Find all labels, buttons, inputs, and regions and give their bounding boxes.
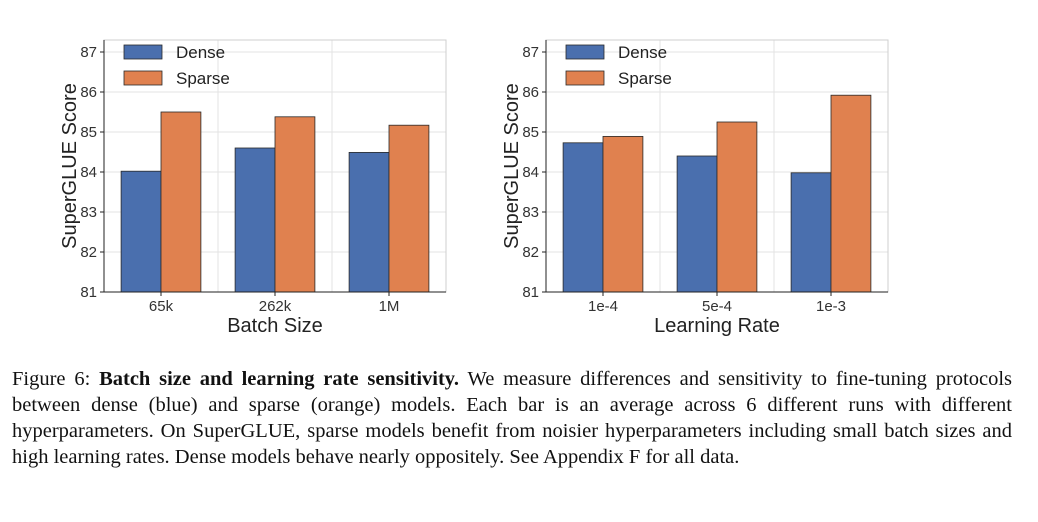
legend-label-dense: Dense bbox=[618, 43, 667, 62]
x-tick-label: 262k bbox=[259, 298, 292, 315]
y-tick-label: 81 bbox=[522, 284, 539, 301]
x-tick-label: 65k bbox=[149, 298, 174, 315]
y-tick-label: 86 bbox=[522, 84, 539, 101]
bar-sparse-1M bbox=[388, 124, 430, 293]
y-axis-label: SuperGLUE Score bbox=[501, 83, 523, 249]
bar-dense-5e-4 bbox=[676, 155, 718, 293]
bar-sparse-1e-3 bbox=[830, 94, 872, 293]
caption-bold: Batch size and learning rate sensitivity… bbox=[99, 368, 460, 390]
legend-swatch-dense bbox=[123, 44, 163, 60]
y-tick-label: 87 bbox=[80, 44, 97, 61]
x-tick-label: 1M bbox=[379, 298, 400, 315]
y-tick-label: 85 bbox=[522, 124, 539, 141]
y-tick-label: 84 bbox=[522, 164, 539, 181]
bar-dense-1e-3 bbox=[790, 172, 832, 293]
bar-sparse-5e-4 bbox=[716, 121, 758, 293]
legend-swatch-dense bbox=[565, 44, 605, 60]
y-tick-label: 85 bbox=[80, 124, 97, 141]
figure-charts: 81 82 83 84 85 86 87 65k 262k 1M Batch Size SuperGL… bbox=[59, 39, 889, 337]
bar-dense-1e-4 bbox=[562, 142, 604, 293]
legend-swatch-sparse bbox=[123, 70, 163, 86]
legend-swatch-sparse bbox=[565, 70, 605, 86]
bar-sparse-65k bbox=[160, 111, 202, 293]
y-tick-label: 82 bbox=[80, 244, 97, 261]
figure-caption: Figure 6: Batch size and learning rate s… bbox=[12, 366, 1012, 470]
x-tick-label: 1e-4 bbox=[588, 298, 618, 315]
caption-text: We measure differences and sensitivity t… bbox=[12, 368, 1013, 468]
legend-label-sparse: Sparse bbox=[618, 69, 672, 88]
caption-prefix: Figure 6: bbox=[12, 368, 100, 390]
bar-dense-65k bbox=[120, 170, 162, 293]
legend-label-dense: Dense bbox=[176, 43, 225, 62]
bar-sparse-1e-4 bbox=[602, 135, 644, 293]
legend-label-sparse: Sparse bbox=[176, 69, 230, 88]
chart-1: 81 82 83 84 85 86 87 65k 262k 1M Batch Size SuperGL… bbox=[59, 39, 447, 337]
y-tick-label: 87 bbox=[522, 44, 539, 61]
x-tick-label: 1e-3 bbox=[816, 298, 846, 315]
y-tick-label: 86 bbox=[80, 84, 97, 101]
chart-2: 81 82 83 84 85 86 87 1e-4 5e-4 1e-3 Learning Rate S… bbox=[501, 39, 889, 337]
y-tick-label: 82 bbox=[522, 244, 539, 261]
x-axis-label: Batch Size bbox=[227, 315, 323, 337]
x-tick-label: 5e-4 bbox=[702, 298, 732, 315]
y-tick-label: 83 bbox=[522, 204, 539, 221]
bar-dense-262k bbox=[234, 147, 276, 293]
bar-dense-1M bbox=[348, 151, 390, 293]
y-tick-label: 81 bbox=[80, 284, 97, 301]
y-axis-label: SuperGLUE Score bbox=[59, 83, 81, 249]
x-axis-label: Learning Rate bbox=[654, 315, 780, 337]
y-tick-label: 84 bbox=[80, 164, 97, 181]
bar-sparse-262k bbox=[274, 116, 316, 293]
y-tick-label: 83 bbox=[80, 204, 97, 221]
